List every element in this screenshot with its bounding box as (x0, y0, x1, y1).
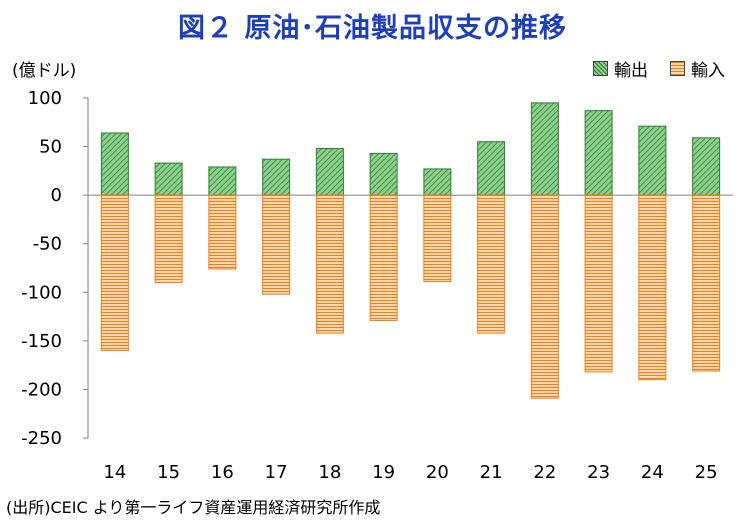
bar-layer (100, 102, 721, 399)
bar-import (423, 194, 452, 283)
y-tick-label: 0 (51, 185, 62, 206)
y-tick-label: 50 (39, 137, 62, 158)
x-tick-label: 23 (587, 462, 610, 483)
bar-export (315, 148, 344, 196)
bar-import (208, 194, 237, 270)
bar-export (530, 102, 559, 196)
bar-import (477, 194, 506, 334)
x-tick-label: 16 (211, 462, 234, 483)
legend: 輸出 輸入 (593, 56, 725, 81)
legend-item-export: 輸出 (593, 56, 648, 81)
source-note: (出所)CEIC より第一ライフ資産運用経済研究所作成 (6, 498, 381, 517)
bar-export (100, 132, 129, 196)
axis-layer (83, 97, 733, 439)
bar-import (369, 194, 398, 321)
bar-export (154, 162, 183, 196)
x-tick-label: 22 (533, 462, 556, 483)
legend-label-export: 輸出 (614, 61, 648, 81)
y-axis-unit-label: (億ドル) (12, 61, 77, 81)
x-tick-label: 20 (426, 462, 449, 483)
bar-import (584, 194, 613, 373)
y-tick-label: -250 (21, 428, 62, 449)
chart-title: 図２ 原油･石油製品収支の推移 (178, 13, 567, 44)
bar-import (530, 194, 559, 399)
y-tick-label: 100 (28, 88, 62, 109)
x-tick-label: 24 (641, 462, 664, 483)
bar-import (154, 194, 183, 284)
x-tick-label: 21 (480, 462, 503, 483)
bar-export (369, 152, 398, 196)
y-tick-label: -200 (21, 379, 62, 400)
x-tick-label: 18 (318, 462, 341, 483)
bar-export (477, 141, 506, 196)
x-tick-label: 14 (103, 462, 126, 483)
bar-import (262, 194, 291, 295)
bar-export (638, 125, 667, 196)
bar-export (692, 137, 721, 196)
x-tick-label: 15 (157, 462, 180, 483)
bar-export (262, 158, 291, 196)
x-tick-label: 19 (372, 462, 395, 483)
y-tick-label: -100 (21, 282, 62, 303)
bar-export (208, 166, 237, 196)
y-tick-label: -150 (21, 331, 62, 352)
bar-import (315, 194, 344, 334)
legend-swatch-export (593, 61, 608, 76)
bar-import (100, 194, 129, 352)
legend-swatch-import (670, 61, 685, 76)
x-tick-label: 17 (265, 462, 288, 483)
bar-export (423, 168, 452, 196)
bar-import (692, 194, 721, 372)
bar-import (638, 194, 667, 381)
legend-label-import: 輸入 (691, 61, 725, 81)
y-tick-label: -50 (33, 234, 62, 255)
label-layer: 100 50 0 -50 -100 -150 -200 -250 14 15 16 17 18 19 20 2… (21, 88, 717, 483)
legend-item-import: 輸入 (670, 56, 725, 81)
x-tick-label: 25 (695, 462, 718, 483)
bar-export (584, 110, 613, 196)
